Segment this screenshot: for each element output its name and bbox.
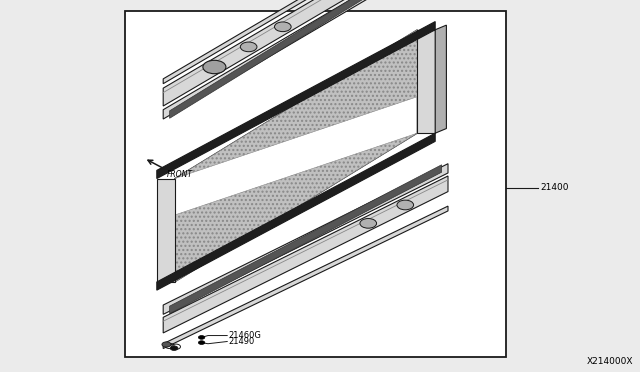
Circle shape — [397, 200, 413, 210]
Circle shape — [275, 22, 291, 32]
Polygon shape — [163, 176, 448, 333]
Polygon shape — [435, 25, 447, 133]
Circle shape — [203, 60, 226, 74]
Polygon shape — [175, 30, 417, 179]
Polygon shape — [170, 0, 442, 118]
Circle shape — [198, 341, 205, 344]
Circle shape — [360, 218, 376, 228]
Polygon shape — [170, 165, 442, 314]
Polygon shape — [175, 30, 417, 282]
Circle shape — [170, 346, 178, 350]
Circle shape — [241, 42, 257, 52]
Circle shape — [198, 336, 205, 339]
Polygon shape — [163, 0, 448, 106]
Text: FRONT: FRONT — [167, 170, 193, 179]
Text: X214000X: X214000X — [587, 357, 634, 366]
Circle shape — [162, 342, 171, 347]
Bar — [125, 11, 506, 357]
Circle shape — [206, 62, 223, 72]
Polygon shape — [163, 0, 448, 119]
Polygon shape — [175, 133, 417, 282]
Polygon shape — [157, 22, 435, 179]
Text: 21460G: 21460G — [228, 331, 261, 340]
Polygon shape — [417, 30, 435, 133]
Text: 21490: 21490 — [228, 337, 255, 346]
Polygon shape — [163, 206, 448, 349]
Polygon shape — [163, 0, 448, 84]
Polygon shape — [163, 164, 448, 314]
Polygon shape — [157, 179, 175, 282]
Text: 21400: 21400 — [541, 183, 570, 192]
Polygon shape — [157, 133, 435, 290]
